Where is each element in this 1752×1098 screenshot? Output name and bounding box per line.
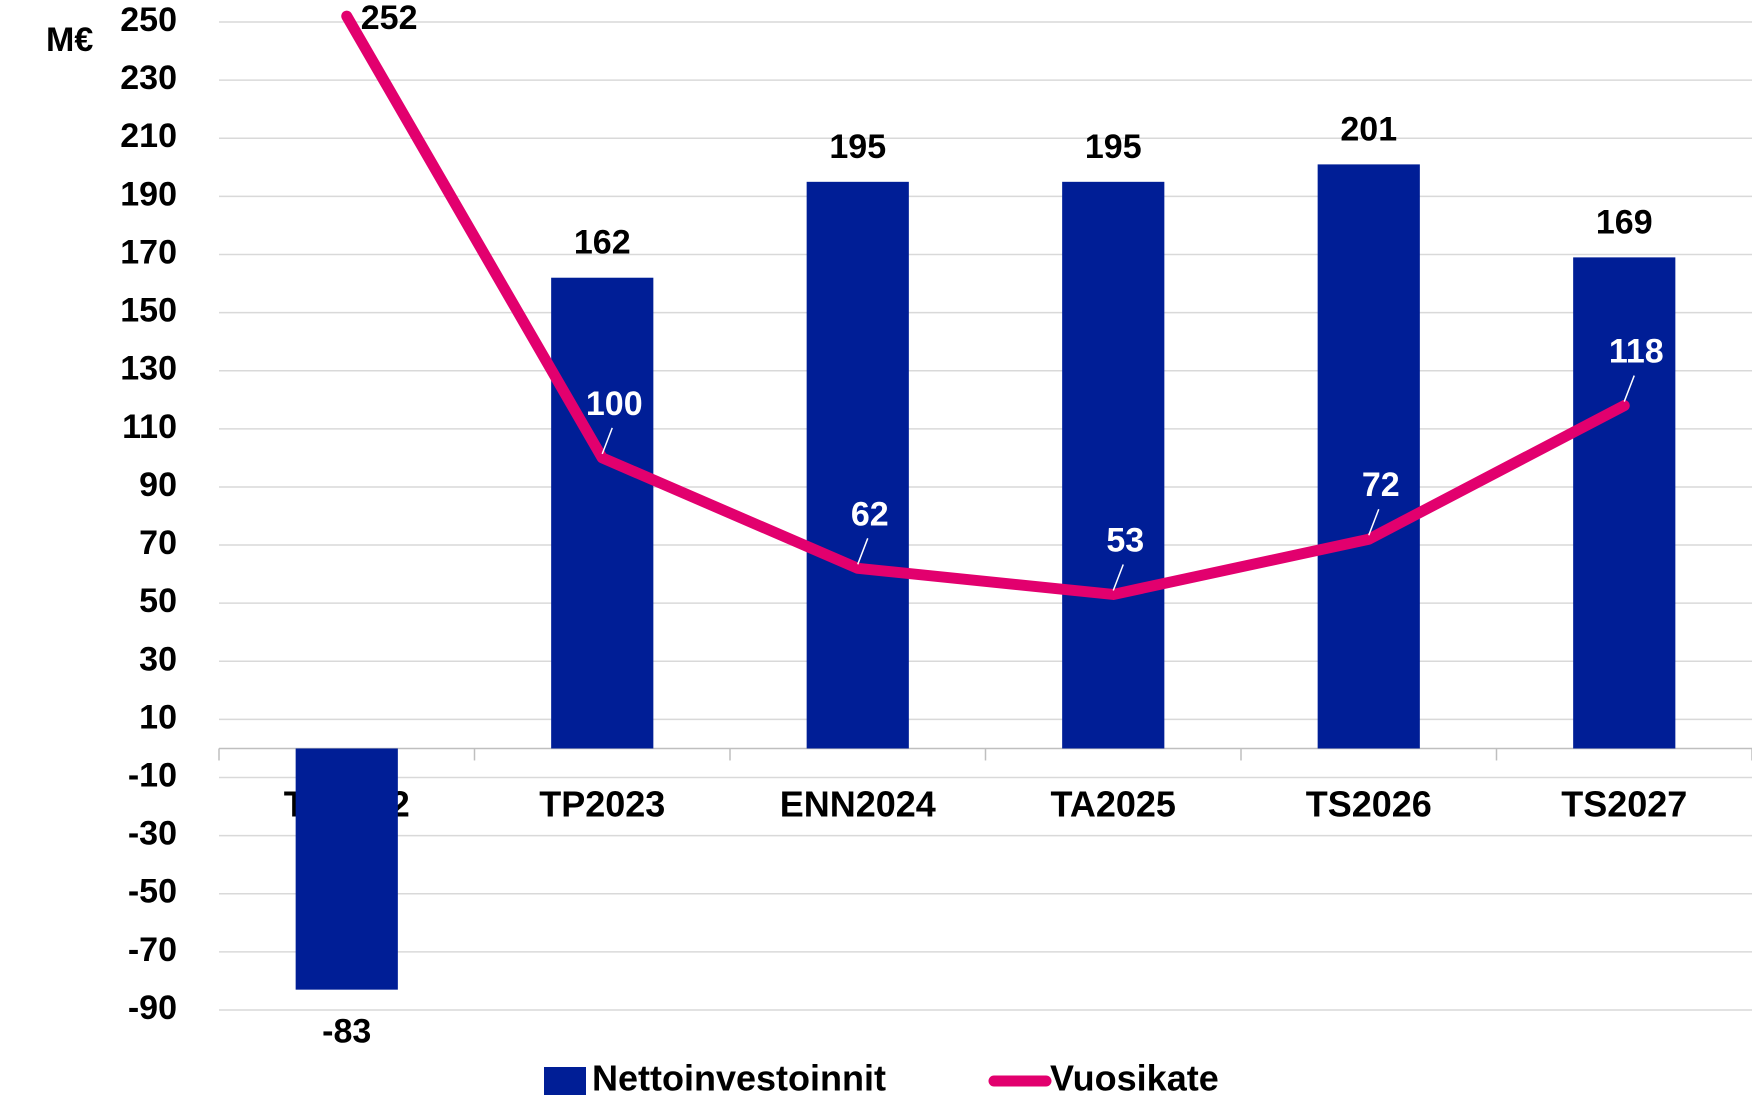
line [341,10,1630,600]
x-tick-label: TP2023 [539,784,665,825]
leader-line [1112,564,1124,591]
y-tick-label: 170 [120,233,177,271]
y-tick-label: 90 [139,466,177,504]
y-tick-label: -90 [128,989,177,1027]
y-tick-label: 230 [120,59,177,97]
y-tick-label: -30 [128,815,177,853]
y-tick-label: -50 [128,873,177,911]
leader-line [1368,508,1380,536]
line-label: 100 [586,385,643,423]
bar [295,748,398,990]
y-tick-label: 30 [139,640,177,678]
x-tick-label: TS2027 [1561,784,1687,825]
legend-swatch [544,1067,586,1095]
bar [1573,257,1676,749]
leader-line [857,538,869,565]
leader-line [1623,375,1635,402]
y-tick-label: 190 [120,175,177,213]
line-label: 252 [361,0,418,37]
y-tick-label: -10 [128,757,177,795]
legend-label: Vuosikate [1050,1058,1219,1098]
y-tick-label: 10 [139,698,177,736]
x-tick-label: TA2025 [1051,784,1176,825]
bar [551,277,654,749]
line-label: 118 [1609,333,1664,371]
leader-line [601,427,613,455]
y-tick-label: 50 [139,582,177,620]
bar-label: -83 [322,1013,371,1051]
y-tick-label: 150 [120,292,177,330]
bar-label: 169 [1596,203,1653,241]
line-label: 72 [1362,466,1400,504]
y-tick-label: -70 [128,931,177,969]
x-tick-label: TS2026 [1306,784,1432,825]
bar-label: 195 [1085,128,1142,166]
y-tick-label: 250 [120,1,177,39]
bar [1317,164,1420,749]
bar-label: 195 [829,128,886,166]
y-tick-label: 70 [139,524,177,562]
y-tick-label: 110 [122,408,177,446]
y-axis-label: M€ [46,21,93,59]
bar-label: 162 [574,224,631,262]
legend-label: Nettoinvestoinnit [592,1058,886,1098]
bar [806,181,909,749]
bar [1062,181,1165,749]
y-tick-label: 210 [120,117,177,155]
line-label: 62 [851,495,889,533]
line-label: 53 [1106,521,1144,559]
y-tick-label: 130 [120,350,177,388]
x-tick-label: ENN2024 [780,784,936,825]
bar-label: 201 [1340,110,1397,148]
